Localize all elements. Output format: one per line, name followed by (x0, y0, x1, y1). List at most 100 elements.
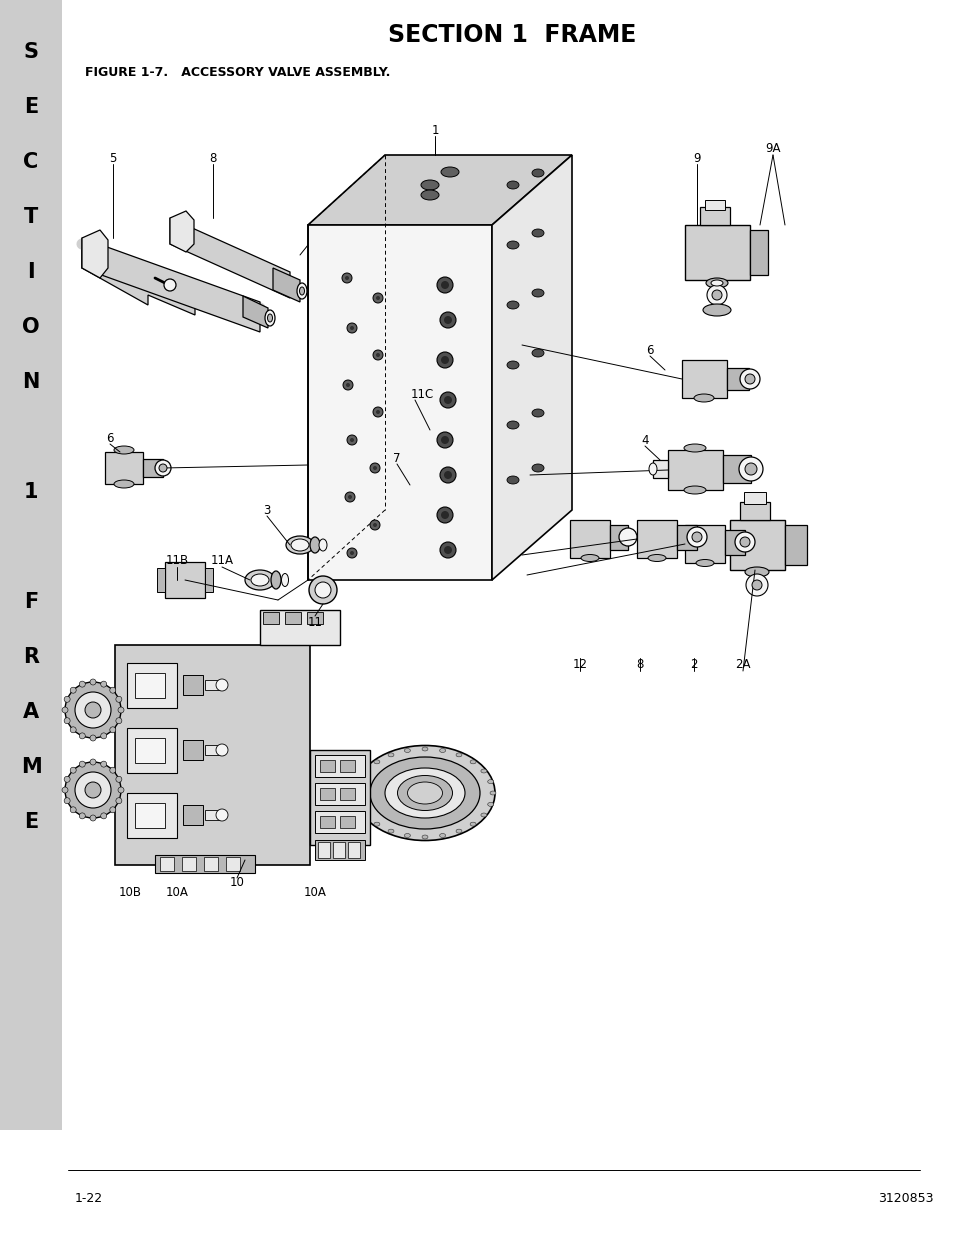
Polygon shape (273, 268, 299, 303)
Ellipse shape (318, 538, 327, 551)
Ellipse shape (310, 537, 319, 553)
Circle shape (115, 718, 122, 724)
Circle shape (62, 787, 68, 793)
Ellipse shape (407, 782, 442, 804)
Bar (684, 225, 749, 280)
Text: T: T (24, 207, 38, 227)
Bar (105, 452, 143, 484)
Circle shape (706, 285, 726, 305)
Ellipse shape (532, 464, 543, 472)
Circle shape (739, 457, 762, 480)
Circle shape (110, 727, 115, 732)
Circle shape (75, 772, 111, 808)
Ellipse shape (363, 813, 369, 818)
Text: E: E (24, 811, 38, 832)
Ellipse shape (696, 559, 713, 567)
Text: C: C (24, 152, 38, 172)
Bar (681, 359, 726, 398)
Text: 6: 6 (645, 343, 653, 357)
Circle shape (75, 692, 111, 727)
Circle shape (350, 326, 354, 330)
Bar (205, 680, 220, 690)
Circle shape (373, 466, 376, 471)
Text: 4: 4 (640, 433, 648, 447)
Ellipse shape (506, 421, 518, 429)
Circle shape (440, 282, 449, 289)
Bar (339, 816, 355, 827)
Circle shape (85, 782, 101, 798)
Bar (700, 207, 729, 225)
Bar (743, 492, 765, 504)
Text: 9: 9 (693, 152, 700, 164)
Polygon shape (308, 156, 572, 225)
Circle shape (101, 682, 107, 687)
Circle shape (64, 777, 71, 782)
Circle shape (745, 574, 767, 597)
Circle shape (740, 537, 749, 547)
Ellipse shape (683, 487, 705, 494)
Bar (205, 810, 220, 820)
Ellipse shape (267, 314, 273, 322)
Bar (127, 793, 177, 839)
Ellipse shape (296, 283, 307, 299)
Text: S: S (24, 42, 38, 62)
Circle shape (159, 464, 167, 472)
Polygon shape (170, 219, 290, 298)
Circle shape (341, 273, 352, 283)
Circle shape (350, 551, 354, 555)
Circle shape (373, 408, 382, 417)
Circle shape (90, 760, 96, 764)
Bar (722, 454, 750, 483)
Circle shape (71, 806, 76, 813)
Circle shape (79, 813, 85, 819)
Ellipse shape (456, 753, 461, 757)
Polygon shape (308, 225, 492, 580)
Text: F: F (24, 592, 38, 613)
Ellipse shape (271, 571, 281, 589)
Text: N: N (22, 372, 40, 391)
Circle shape (436, 432, 453, 448)
Circle shape (370, 520, 379, 530)
Circle shape (64, 697, 71, 703)
Circle shape (64, 798, 71, 804)
Circle shape (373, 350, 382, 359)
Ellipse shape (251, 574, 269, 585)
Bar (314, 840, 365, 860)
Bar (317, 842, 330, 858)
Circle shape (64, 718, 71, 724)
Circle shape (734, 532, 754, 552)
Ellipse shape (506, 301, 518, 309)
Bar (182, 857, 195, 871)
Ellipse shape (440, 167, 458, 177)
Ellipse shape (374, 760, 379, 764)
Circle shape (436, 508, 453, 522)
Circle shape (71, 727, 76, 732)
Ellipse shape (385, 768, 464, 818)
Circle shape (375, 296, 379, 300)
Ellipse shape (281, 573, 288, 587)
Bar (724, 530, 744, 555)
Circle shape (154, 459, 171, 475)
Ellipse shape (113, 480, 133, 488)
Ellipse shape (299, 287, 304, 295)
Circle shape (110, 767, 115, 773)
Bar (307, 613, 323, 624)
Circle shape (346, 383, 350, 387)
Polygon shape (82, 230, 108, 278)
Bar (135, 739, 165, 763)
Ellipse shape (286, 536, 314, 555)
Bar (784, 525, 806, 564)
Bar (183, 676, 203, 695)
Text: I: I (27, 262, 34, 282)
Circle shape (440, 511, 449, 519)
Circle shape (65, 682, 121, 739)
Text: 11A: 11A (211, 553, 233, 567)
Circle shape (215, 743, 228, 756)
Bar (115, 645, 310, 864)
Circle shape (744, 463, 757, 475)
Bar (339, 760, 355, 772)
Text: O: O (22, 317, 40, 337)
Circle shape (309, 576, 336, 604)
Circle shape (345, 492, 355, 501)
Ellipse shape (506, 241, 518, 249)
